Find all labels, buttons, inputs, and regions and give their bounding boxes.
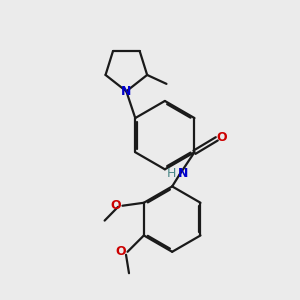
Text: H: H <box>167 167 176 180</box>
Text: O: O <box>111 199 121 212</box>
Text: N: N <box>178 167 188 180</box>
Text: N: N <box>121 85 131 98</box>
Text: O: O <box>217 131 227 144</box>
Text: O: O <box>116 245 126 258</box>
